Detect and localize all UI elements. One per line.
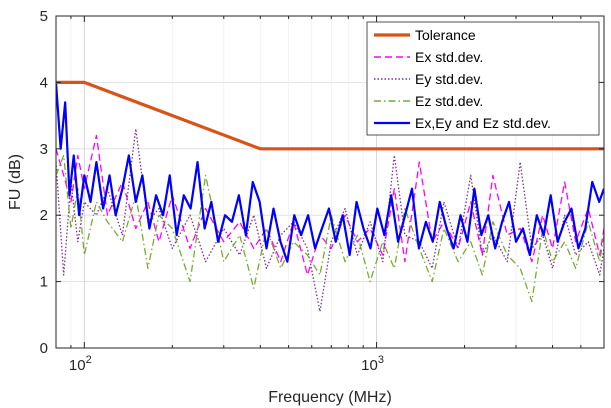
legend: Tolerance Ex std.dev. Ey std.dev. Ez std.de…: [366, 21, 600, 136]
plot-frame: [55, 15, 605, 349]
ticks: [55, 15, 605, 349]
legend-label-4: Ex,Ey and Ez std.dev.: [415, 115, 551, 131]
series-line-4: [56, 82, 604, 263]
x-axis-label: Frequency (MHz): [268, 389, 392, 406]
y-tick-label: 2: [40, 207, 48, 224]
series-line-3: [56, 154, 604, 303]
y-tick-label: 1: [40, 274, 48, 291]
y-tick-label: 5: [40, 8, 48, 25]
y-axis-label: FU (dB): [7, 154, 24, 210]
series-line-1: [56, 134, 604, 276]
series-line-2: [56, 128, 604, 313]
y-tick-label: 4: [40, 74, 48, 91]
series-line-0: [56, 80, 604, 151]
y-tick-label: 0: [40, 340, 48, 357]
legend-label-1: Ex std.dev.: [415, 49, 483, 65]
x-tick-label: 103: [361, 354, 384, 374]
series-layer: [56, 80, 604, 313]
legend-label-3: Ez std.dev.: [415, 93, 483, 109]
x-tick-label: 102: [69, 354, 92, 374]
y-tick-label: 3: [40, 141, 48, 158]
legend-label-2: Ey std.dev.: [415, 71, 483, 87]
tick-labels: 0 1 2 3 4 5 102 103: [40, 8, 384, 374]
legend-label-0: Tolerance: [415, 27, 476, 43]
